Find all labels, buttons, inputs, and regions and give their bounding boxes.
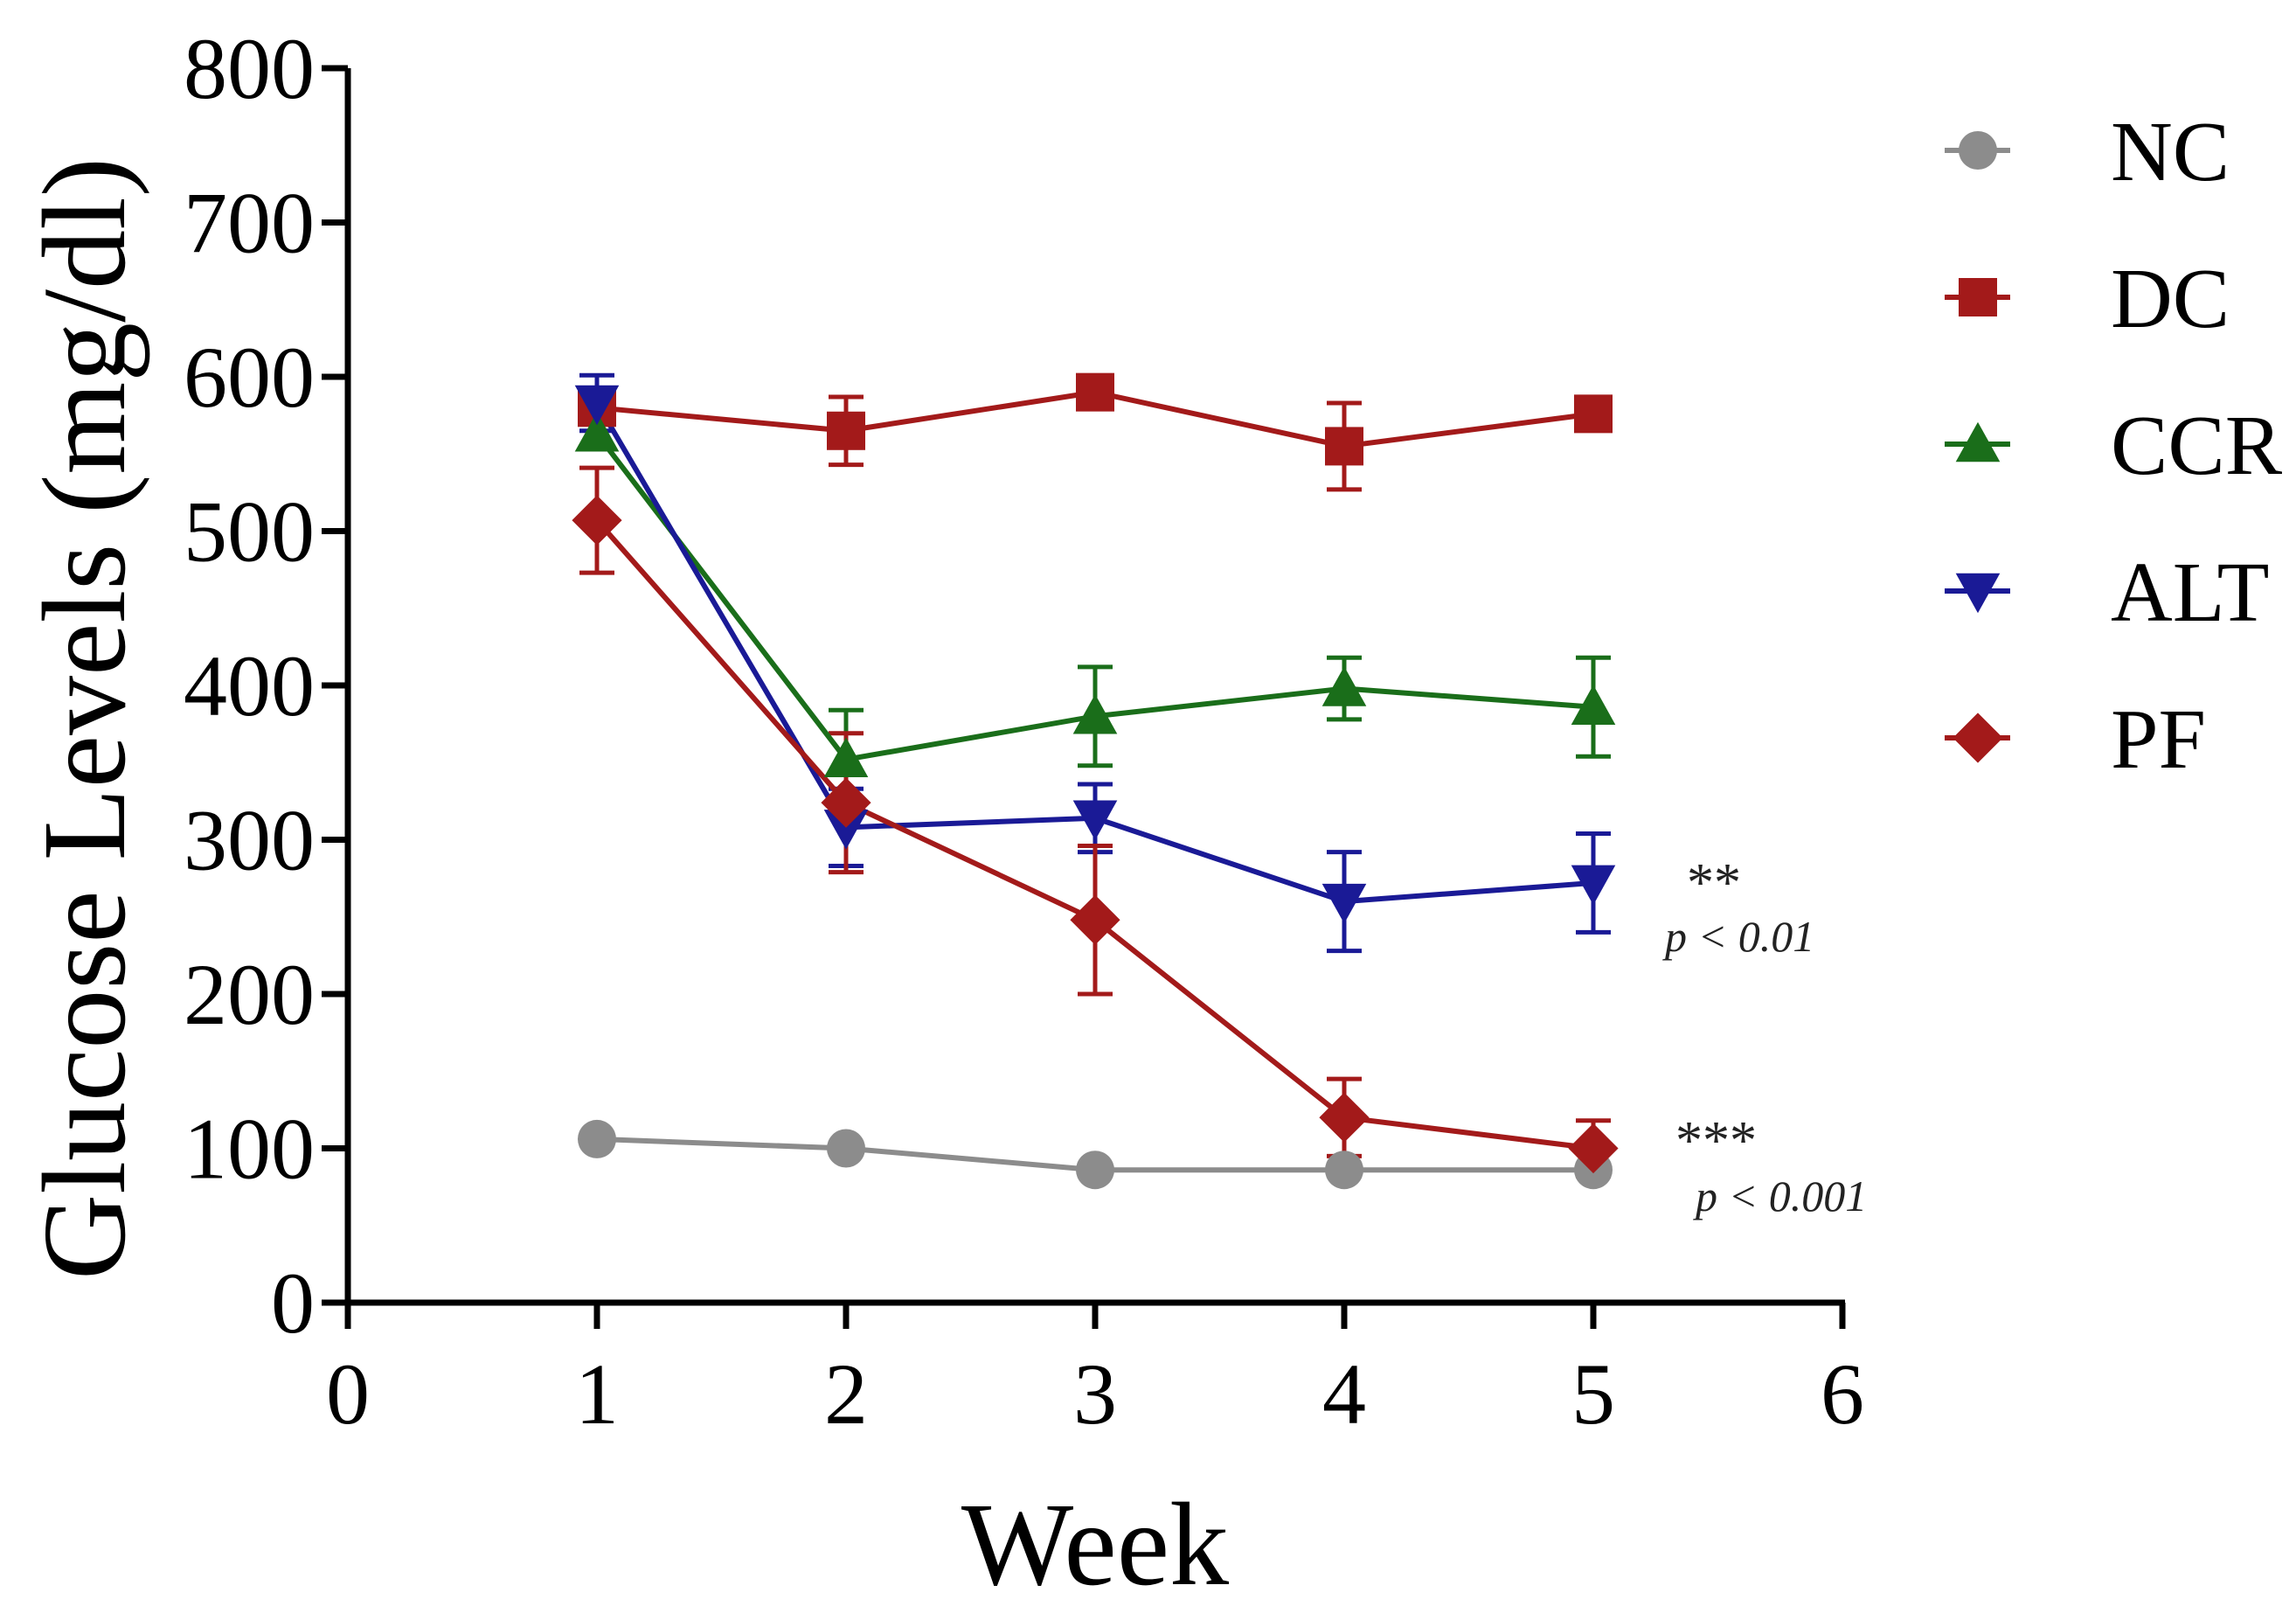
significance-annotations: **p < 0.01 ***p < 0.001 bbox=[1662, 853, 1867, 1220]
point-pf bbox=[1568, 1123, 1619, 1174]
x-axis-title: Week bbox=[961, 1479, 1229, 1610]
point-alt bbox=[1321, 883, 1367, 924]
legend-marker-dc bbox=[1959, 278, 1997, 316]
y-tick-label: 400 bbox=[184, 637, 315, 734]
legend-marker-alt bbox=[1955, 573, 2001, 614]
legend-marker-ccr bbox=[1955, 421, 2001, 462]
point-dc bbox=[1574, 394, 1613, 434]
x-tick-label: 1 bbox=[575, 1345, 619, 1443]
y-tick-label: 500 bbox=[184, 483, 315, 581]
legend-label-pf: PF bbox=[2111, 692, 2206, 787]
legend-label-ccr: CCR bbox=[2111, 399, 2283, 493]
point-nc bbox=[827, 1129, 865, 1168]
legend-label-nc: NC bbox=[2111, 105, 2230, 199]
legend: NC DC CCR ALT PF bbox=[1945, 105, 2283, 787]
series-markers bbox=[572, 372, 1619, 1190]
point-dc bbox=[1325, 427, 1363, 466]
point-alt bbox=[574, 385, 620, 426]
y-tick-label: 200 bbox=[184, 946, 315, 1043]
point-dc bbox=[1076, 372, 1114, 412]
x-tick-label: 0 bbox=[326, 1345, 370, 1443]
error-bars bbox=[579, 372, 1611, 1178]
significance-stars: ** bbox=[1687, 853, 1741, 913]
point-pf bbox=[821, 777, 871, 828]
point-pf bbox=[572, 495, 622, 546]
legend-label-dc: DC bbox=[2111, 252, 2230, 346]
point-ccr bbox=[823, 737, 869, 777]
point-alt bbox=[1072, 800, 1118, 841]
point-nc bbox=[578, 1119, 616, 1158]
y-tick-label: 600 bbox=[184, 329, 315, 426]
p-value-label: p < 0.01 bbox=[1662, 912, 1814, 961]
y-tick-label: 0 bbox=[271, 1255, 315, 1352]
point-alt bbox=[823, 810, 869, 850]
point-nc bbox=[1325, 1151, 1363, 1190]
x-tick-label: 4 bbox=[1322, 1345, 1366, 1443]
legend-label-alt: ALT bbox=[2111, 546, 2270, 640]
point-pf bbox=[1070, 894, 1120, 945]
point-ccr bbox=[574, 412, 620, 452]
point-nc bbox=[1076, 1151, 1114, 1190]
y-tick-label: 100 bbox=[184, 1101, 315, 1198]
legend-marker-nc bbox=[1959, 131, 1997, 170]
y-axis-title: Glucose Levels (mg/dl) bbox=[19, 157, 150, 1280]
y-tick-label: 700 bbox=[184, 175, 315, 272]
legend-marker-pf bbox=[1953, 713, 2003, 763]
x-tick-label: 2 bbox=[824, 1345, 868, 1443]
point-ccr bbox=[1321, 666, 1367, 706]
y-tick-label: 300 bbox=[184, 792, 315, 889]
series-lines bbox=[594, 389, 1594, 1173]
x-tick-label: 6 bbox=[1821, 1345, 1864, 1443]
y-tick-label: 800 bbox=[184, 20, 315, 117]
point-pf bbox=[1319, 1092, 1370, 1143]
point-ccr bbox=[1072, 694, 1118, 734]
p-value-label: p < 0.001 bbox=[1693, 1172, 1867, 1220]
x-tick-label: 3 bbox=[1073, 1345, 1117, 1443]
x-tick-label: 5 bbox=[1571, 1345, 1615, 1443]
point-alt bbox=[1571, 865, 1616, 906]
axes: 0 100 200 300 400 500 600 700 800 0 1 2 3 4 5 6 Week Gluc… bbox=[19, 20, 1864, 1610]
point-dc bbox=[827, 411, 865, 450]
point-ccr bbox=[1571, 685, 1616, 725]
significance-stars: *** bbox=[1675, 1111, 1757, 1171]
